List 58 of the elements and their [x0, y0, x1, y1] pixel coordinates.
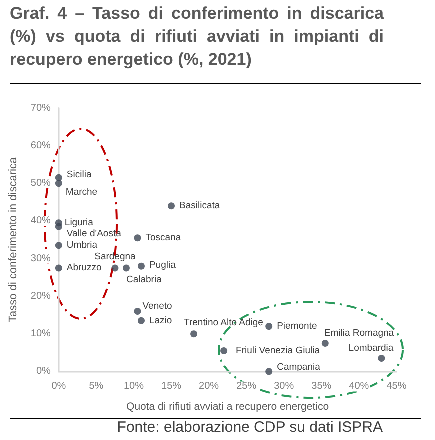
- x-tick-label: 30%: [274, 381, 294, 392]
- annotation: Trentino Alto Adige: [184, 318, 264, 329]
- point: [122, 264, 130, 272]
- annotation: Abruzzo: [66, 262, 102, 274]
- x-tick-label: 0%: [52, 381, 66, 392]
- annotation: Marche: [66, 187, 98, 198]
- y-tick-label: 40%: [30, 216, 52, 227]
- point: [168, 202, 176, 210]
- annotation: Lazio: [149, 315, 172, 326]
- point: [266, 323, 273, 330]
- x-tick-label: 45%: [386, 381, 407, 392]
- point: [55, 242, 62, 250]
- x-tick-label: 10%: [124, 381, 144, 392]
- y-tick-label: 50%: [30, 178, 52, 190]
- annotation: Emilia Romagna: [324, 328, 395, 339]
- point: [55, 223, 62, 230]
- x-tick-label: 40%: [349, 381, 370, 392]
- annotation: Campania: [277, 362, 322, 374]
- point: [138, 317, 145, 324]
- annotation: Puglia: [149, 260, 177, 271]
- y-axis-title: Tasso di conferimento in discarica: [8, 156, 20, 323]
- point: [55, 180, 62, 188]
- annotation: Calabria: [126, 274, 163, 286]
- point: [378, 355, 386, 362]
- y-tick-label: 20%: [30, 290, 52, 302]
- annotation: Lombardia: [348, 343, 394, 354]
- x-tick-label: 20%: [199, 381, 220, 392]
- y-tick-label: 70%: [30, 102, 52, 114]
- annotation: Toscana: [146, 232, 182, 244]
- x-tick-label: 35%: [312, 381, 332, 392]
- annotation: Umbria: [66, 240, 98, 252]
- point: [220, 348, 228, 354]
- annotation: Liguria: [64, 218, 94, 229]
- x-axis-title: Quota di rifiuti avviati a recupero energetico: [126, 401, 330, 414]
- x-tick-label: 15%: [162, 381, 182, 392]
- point: [134, 234, 142, 242]
- y-tick-label: 60%: [30, 140, 52, 152]
- point: [134, 308, 142, 315]
- point: [138, 262, 145, 270]
- point: [322, 340, 329, 347]
- x-tick-label: 5%: [89, 381, 104, 392]
- annotation: Veneto: [142, 300, 172, 312]
- chart-title: Graf. 4 – Tasso di conferimento in discarica (%) vs quota di rifiuti avviati in impianti di recupero energetico (%, 2021): [10, 3, 384, 71]
- annotation: Piemonte: [277, 321, 318, 332]
- point: [55, 264, 62, 272]
- point: [112, 264, 119, 272]
- x-tick-label: 25%: [236, 381, 257, 392]
- point: [190, 330, 198, 338]
- annotation: Valle d'Aosta: [66, 228, 122, 240]
- annotation: Sicilia: [66, 169, 92, 180]
- source-note: Fonte: elaborazione CDP su dati ISPRA: [117, 419, 383, 436]
- point: [266, 368, 273, 376]
- y-tick-label: 10%: [30, 328, 52, 340]
- annotation: Friuli Venezia Giulia: [236, 346, 321, 357]
- y-tick-label: 30%: [30, 253, 52, 264]
- annotation: Basilicata: [180, 200, 221, 212]
- y-tick-label: 0%: [36, 366, 52, 378]
- annotation: Sardegna: [94, 252, 137, 263]
